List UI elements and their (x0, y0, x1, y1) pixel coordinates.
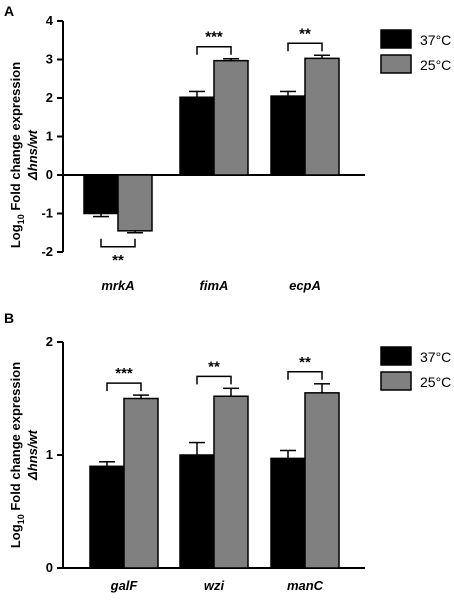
panel-a-significance-bracket (196, 45, 232, 55)
panel-a-legend-label: 37°C (420, 32, 451, 48)
panel-b-y-tick-label: 1 (46, 447, 53, 462)
panel-a-significance-bracket (287, 42, 323, 52)
panel-b-significance-label: ** (299, 354, 311, 371)
panel-a: A Log10 Fold change expression Δhns/wt -… (4, 3, 451, 293)
panel-a-bar (179, 96, 215, 176)
panel-b-bar (89, 465, 125, 569)
panel-a-y-axis-label-line2: Δhns/wt (25, 129, 40, 181)
panel-a-y-tick-label: 4 (46, 13, 54, 28)
panel-b-significance-label: ** (208, 358, 220, 375)
panel-a-significance-bracket (100, 238, 136, 248)
panel-a-significance-label: ** (299, 25, 311, 42)
panel-a-category-label: ecpA (289, 278, 321, 293)
panel-b-legend-label: 37°C (420, 349, 451, 365)
panel-a-y-tick-label: -1 (41, 206, 53, 221)
panel-b-y-tick-label: 0 (46, 560, 53, 575)
panel-a-bar (83, 174, 119, 215)
panel-b-legend-label: 25°C (420, 374, 451, 390)
panel-b: B Log10 Fold change expression Δhns/wt 0… (4, 310, 451, 593)
panel-b-legend-swatch (380, 346, 412, 366)
panel-a-significance-label: *** (205, 29, 223, 46)
panel-a-bar (270, 95, 306, 176)
panel-a-plot: -2 -1 0 1 2 3 4 mrkA ** fimA *** ecpA ** 37°C 25°C (41, 13, 451, 293)
panel-b-significance-bracket (287, 371, 323, 380)
panel-a-bar (117, 174, 153, 232)
panel-a-y-tick-label: 1 (46, 129, 53, 144)
panel-a-category-label: fimA (200, 278, 229, 293)
panel-b-y-axis-label-line2: Δhns/wt (25, 429, 40, 481)
panel-b-significance-bracket (196, 375, 232, 385)
panel-a-y-tick-label: -2 (41, 244, 53, 259)
panel-letter-b: B (4, 310, 14, 326)
panel-b-significance-bracket (106, 382, 142, 392)
panel-b-bar (270, 457, 306, 569)
panel-b-bar (123, 397, 159, 569)
panel-b-category-label: wzi (204, 578, 225, 593)
panel-b-y-tick-label: 2 (46, 334, 53, 349)
panel-a-y-tick-label: 0 (46, 167, 53, 182)
panel-b-bar (213, 395, 249, 569)
panel-b-bar (179, 454, 215, 569)
panel-a-legend-label: 25°C (420, 57, 451, 73)
panel-a-bar (304, 57, 340, 176)
panel-b-category-label: galF (110, 578, 139, 593)
panel-b-legend-swatch (380, 371, 412, 391)
panel-b-plot: 0 1 2 galF *** wzi ** manC ** 37°C 25°C (46, 334, 452, 593)
panel-b-significance-label: *** (115, 365, 133, 382)
panel-a-bar (213, 59, 249, 176)
panel-a-legend-swatch (380, 54, 412, 74)
panel-a-y-tick-label: 3 (46, 52, 53, 67)
panel-letter-a: A (4, 3, 14, 19)
panel-b-bar (304, 392, 340, 569)
panel-a-legend-swatch (380, 29, 412, 49)
panel-a-y-tick-label: 2 (46, 90, 53, 105)
panel-b-category-label: manC (287, 578, 324, 593)
panel-a-y-axis-label: Log10 Fold change expression (8, 62, 26, 248)
panel-a-category-label: mrkA (101, 278, 134, 293)
panel-a-significance-label: ** (112, 252, 124, 269)
panel-b-y-axis-label: Log10 Fold change expression (8, 362, 26, 548)
